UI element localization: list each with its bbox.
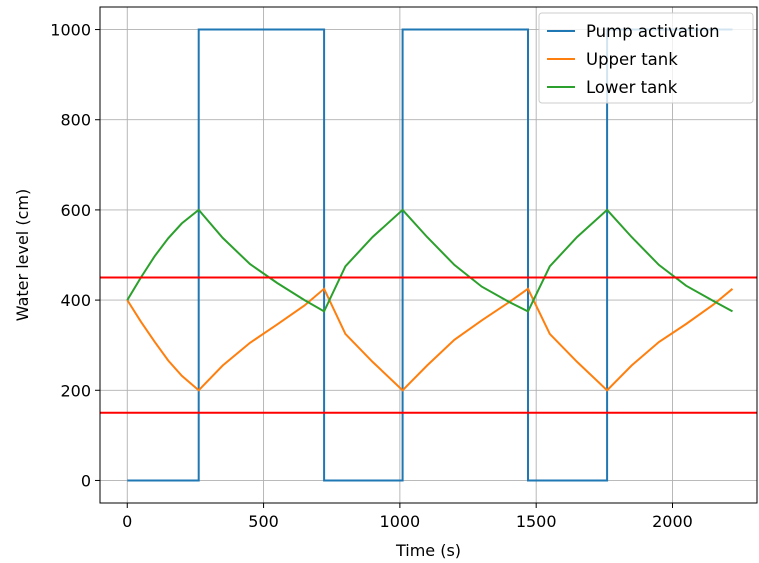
y-axis-label: Water level (cm) bbox=[13, 189, 32, 321]
legend: Pump activation Upper tank Lower tank bbox=[538, 12, 754, 104]
series-line-pump-activation bbox=[127, 28, 733, 482]
series-line-lower-tank bbox=[126, 208, 733, 313]
axes-frame bbox=[99, 6, 758, 504]
y-tick-label: 1000 bbox=[50, 21, 91, 40]
y-tick-label: 400 bbox=[60, 291, 91, 310]
legend-box bbox=[538, 12, 754, 104]
legend-label-pump-activation: Pump activation bbox=[586, 22, 720, 41]
series-layer bbox=[100, 28, 757, 482]
x-axis-label: Time (s) bbox=[395, 541, 461, 560]
x-tick-label: 0 bbox=[122, 512, 132, 531]
y-ticks: 0 200 400 600 800 1000 bbox=[50, 21, 100, 490]
series-line-upper-tank bbox=[126, 287, 734, 392]
x-tick-label: 1000 bbox=[380, 512, 421, 531]
x-tick-label: 500 bbox=[248, 512, 279, 531]
y-tick-label: 0 bbox=[81, 471, 91, 490]
x-tick-label: 2000 bbox=[652, 512, 693, 531]
y-tick-label: 600 bbox=[60, 201, 91, 220]
y-tick-label: 800 bbox=[60, 111, 91, 130]
x-ticks: 0 500 1000 1500 2000 bbox=[122, 503, 693, 531]
legend-label-upper-tank: Upper tank bbox=[586, 50, 678, 69]
x-tick-label: 1500 bbox=[516, 512, 557, 531]
legend-label-lower-tank: Lower tank bbox=[586, 78, 678, 97]
y-tick-label: 200 bbox=[60, 381, 91, 400]
